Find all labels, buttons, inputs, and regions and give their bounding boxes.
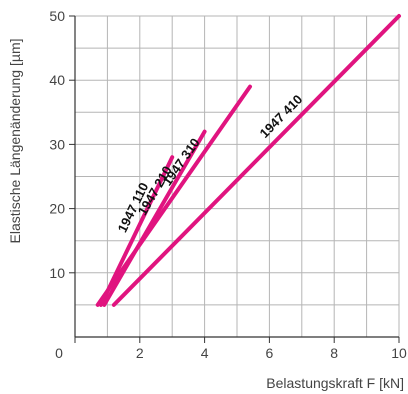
x-tick-label: 8 [330, 345, 338, 361]
x-tick-label: 0 [55, 345, 63, 361]
y-tick-label: 10 [49, 265, 65, 281]
series-line [102, 129, 207, 307]
y-tick-label: 30 [49, 136, 65, 152]
tick-labels: 0 2 4 6 8 10 10 20 30 40 50 [49, 8, 407, 361]
x-axis-title: Belastungskraft F [kN] [266, 375, 404, 391]
x-tick-label: 10 [391, 345, 407, 361]
y-tick-label: 20 [49, 201, 65, 217]
series-line [95, 84, 252, 307]
y-axis-title: Elastische Längenänderung [µm] [7, 39, 23, 244]
x-tick-label: 2 [136, 345, 144, 361]
series-lines [95, 14, 401, 307]
grid [75, 15, 400, 337]
axes [69, 15, 400, 343]
series-line [111, 14, 401, 307]
y-tick-label: 40 [49, 72, 65, 88]
x-tick-label: 4 [201, 345, 209, 361]
y-tick-label: 50 [49, 8, 65, 24]
x-tick-label: 6 [266, 345, 274, 361]
